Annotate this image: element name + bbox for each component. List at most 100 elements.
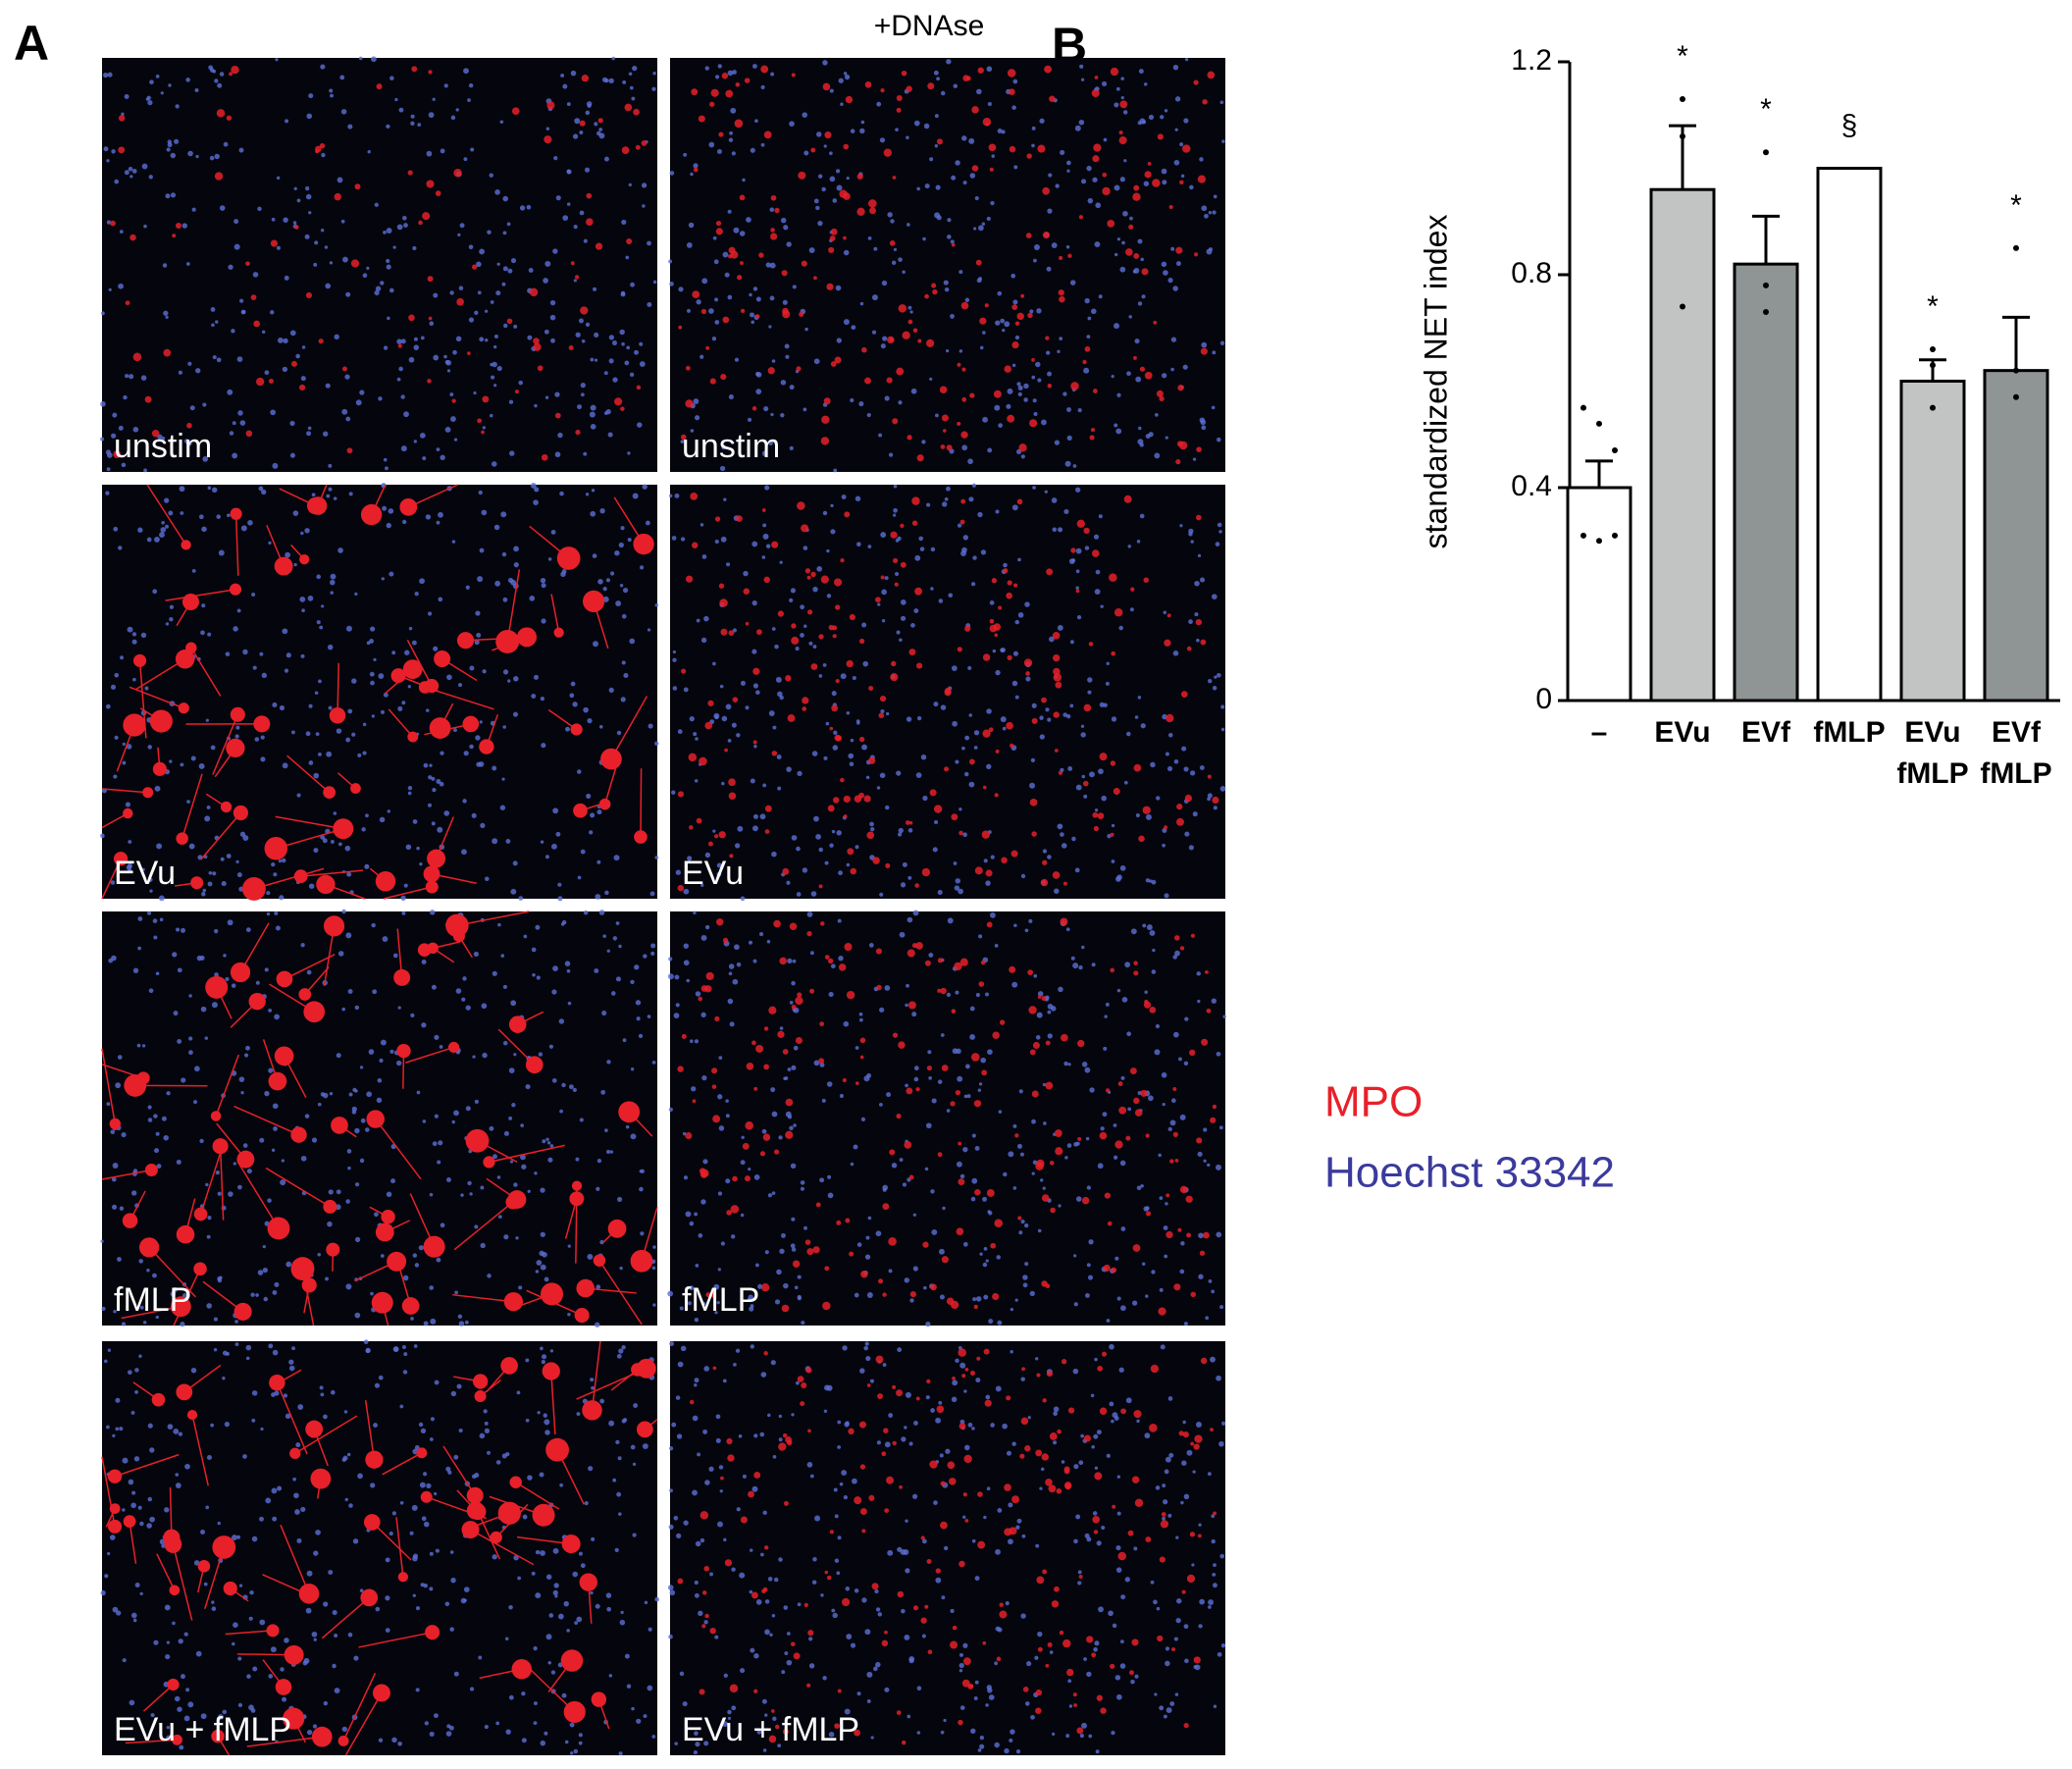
nucleus <box>1200 577 1206 583</box>
nucleus <box>902 861 907 867</box>
nucleus <box>826 548 830 553</box>
mpo-cell <box>982 653 991 661</box>
nucleus <box>217 1191 222 1196</box>
nucleus <box>942 1206 946 1211</box>
nucleus <box>177 967 182 973</box>
mpo-cell <box>714 1015 720 1021</box>
nucleus <box>959 1362 966 1369</box>
mpo-cell <box>924 293 929 299</box>
nucleus <box>201 892 206 897</box>
net-cell <box>142 787 154 799</box>
nucleus <box>683 960 690 966</box>
nucleus <box>213 1348 218 1352</box>
mpo-cell <box>849 1251 855 1257</box>
nucleus <box>153 1639 159 1645</box>
nucleus <box>132 426 139 433</box>
nucleus <box>449 290 454 295</box>
mpo-cell <box>712 1115 721 1123</box>
nucleus <box>489 173 493 178</box>
nucleus <box>545 1634 552 1640</box>
x-tick-label: fMLP <box>1813 716 1885 749</box>
nucleus <box>850 129 855 133</box>
net-cell <box>525 1056 544 1074</box>
mpo-cell <box>1149 1006 1157 1014</box>
nucleus <box>642 484 648 490</box>
mpo-cell <box>1199 1250 1206 1256</box>
nucleus <box>480 1185 485 1190</box>
nucleus <box>482 426 486 430</box>
nucleus <box>995 669 1001 676</box>
nucleus <box>400 895 406 902</box>
nucleus <box>1114 102 1119 108</box>
nucleus <box>1050 1006 1057 1012</box>
net-cell <box>274 556 293 576</box>
nucleus <box>1116 988 1121 993</box>
nucleus <box>1010 1729 1015 1735</box>
nucleus <box>1143 181 1150 186</box>
nucleus <box>1053 1406 1060 1413</box>
nucleus <box>137 916 143 921</box>
nucleus <box>668 957 673 962</box>
nucleus <box>596 809 602 815</box>
net-cell <box>607 1219 627 1238</box>
mpo-cell <box>231 65 239 75</box>
nucleus <box>1085 1136 1090 1141</box>
nucleus <box>731 1705 737 1711</box>
mpo-cell <box>958 1560 965 1568</box>
nucleus <box>190 1368 197 1374</box>
nucleus <box>598 724 603 729</box>
nucleus <box>469 1192 473 1196</box>
nucleus <box>117 1055 123 1060</box>
nucleus <box>928 1076 932 1080</box>
nucleus <box>1047 717 1052 722</box>
nucleus <box>597 579 603 585</box>
mpo-cell <box>751 406 757 411</box>
nucleus <box>943 280 949 286</box>
net-cell <box>576 1278 596 1298</box>
nucleus <box>580 849 586 855</box>
nucleus <box>1194 580 1200 587</box>
mpo-cell <box>971 106 979 114</box>
nucleus <box>152 1273 157 1278</box>
nucleus <box>981 222 986 226</box>
nucleus <box>884 985 891 991</box>
nucleus <box>294 1509 300 1515</box>
nucleus <box>289 330 296 337</box>
nucleus <box>829 88 834 93</box>
nucleus <box>694 1378 699 1383</box>
nucleus <box>348 1503 353 1508</box>
nucleus <box>700 637 707 644</box>
mpo-cell <box>907 1001 916 1010</box>
mpo-cell <box>739 194 746 201</box>
nucleus <box>216 357 222 363</box>
nucleus <box>1034 1655 1039 1660</box>
nucleus <box>771 851 777 858</box>
nucleus <box>837 1420 842 1425</box>
nucleus <box>407 791 412 796</box>
nucleus <box>876 786 881 790</box>
nucleus <box>907 875 912 880</box>
mpo-cell <box>1054 1586 1060 1592</box>
nucleus <box>502 195 508 202</box>
nucleus <box>354 1005 360 1011</box>
mpo-cell <box>1053 673 1062 682</box>
mpo-cell <box>821 415 830 424</box>
nucleus <box>618 1751 623 1756</box>
nucleus <box>980 1057 987 1064</box>
nucleus <box>1216 437 1221 442</box>
nucleus <box>440 1223 445 1228</box>
mpo-cell <box>1190 1291 1197 1298</box>
nucleus <box>1033 411 1038 417</box>
mpo-cell <box>785 1130 794 1139</box>
nucleus <box>587 103 592 108</box>
mpo-cell <box>819 1021 825 1027</box>
nucleus <box>127 626 133 633</box>
nucleus <box>1184 831 1190 837</box>
mpo-cell <box>770 228 775 233</box>
nucleus <box>786 880 791 885</box>
mpo-cell <box>1058 770 1063 775</box>
nucleus <box>828 991 834 998</box>
nucleus <box>693 398 699 404</box>
nucleus <box>631 1706 635 1711</box>
mpo-cell <box>1063 1482 1072 1489</box>
